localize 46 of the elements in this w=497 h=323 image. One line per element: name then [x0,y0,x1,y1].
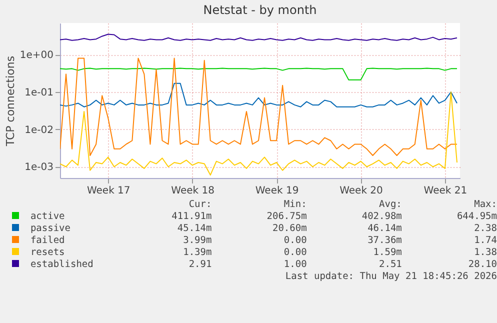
line-series [60,58,458,156]
text: 206.75m [266,211,307,223]
chart-title: Netstat - by month [203,3,317,17]
line-series [60,68,458,80]
text: 1.38 [473,247,497,259]
text: 411.91m [170,211,212,223]
x-tick-label: Week 19 [255,186,299,196]
legend-label: active [29,211,66,223]
y-tick-label: 1e-01 [24,87,54,98]
text: 402.98m [360,211,402,223]
text: 1.00 [282,259,307,271]
text: 0.00 [282,235,307,247]
text: 2.51 [378,259,402,271]
y-tick-label: 1e-03 [24,162,54,174]
text: 46.14m [366,223,402,235]
x-tick-label: Week 17 [86,186,130,196]
text: 37.36m [366,235,402,247]
text: 3.99m [182,235,212,247]
y-tick-label: 1e+00 [20,50,54,62]
legend-label: passive [29,223,72,235]
legend-label: resets [29,247,66,259]
line-series [60,91,458,176]
text: 2.91 [188,259,212,271]
text: Avg: [378,199,402,211]
y-axis-title: TCP connections [4,56,17,148]
x-tick-label: Week 18 [171,186,214,196]
legend-label: established [29,259,94,271]
text: Max: [473,199,497,211]
text: 1.39m [182,247,212,259]
line-series [60,82,458,108]
text: 45.14m [176,223,212,235]
text: 28.10 [467,259,497,271]
text: 0.00 [282,247,307,259]
line-series [60,34,458,41]
legend-label: failed [29,235,66,247]
text: 2.38 [473,223,497,235]
x-tick-label: Week 21 [424,186,468,196]
y-tick-label: 1e-02 [24,124,54,136]
text: 644.95m [456,211,497,223]
x-tick-label: Week 20 [340,186,383,196]
text: Cur: [188,199,212,211]
text: Min: [282,199,307,211]
text: 1.59m [372,247,402,259]
text: 20.60m [271,223,307,235]
text: 1.74 [473,235,497,247]
text: Last update: Thu May 21 18:45:26 2026 [284,271,497,283]
